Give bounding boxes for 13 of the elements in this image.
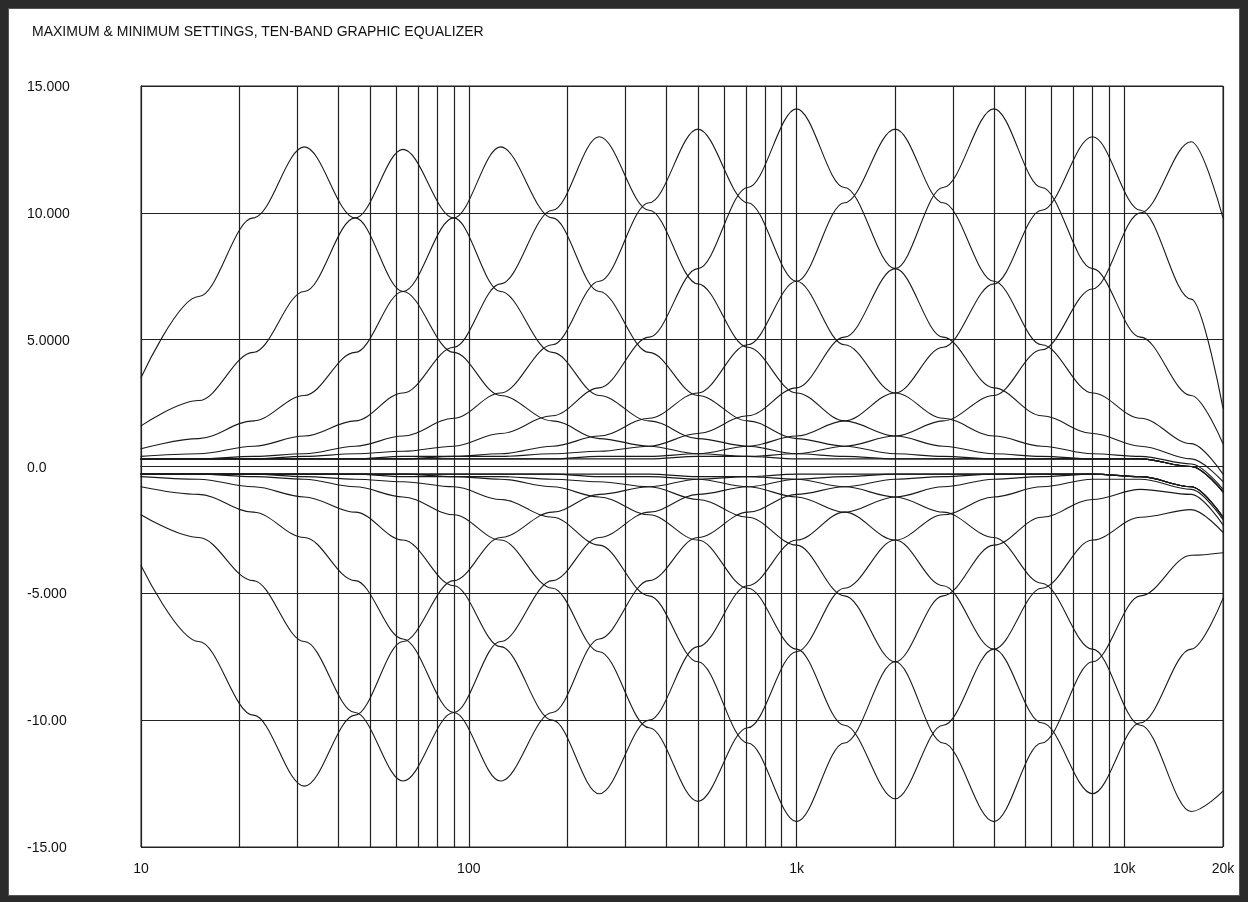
x-tick-label: 1k xyxy=(789,860,805,876)
y-tick-label: -5.000 xyxy=(27,585,67,602)
y-tick-label: 15.000 xyxy=(27,78,71,94)
y-tick-label: -10.00 xyxy=(27,712,67,729)
x-tick-label: 20k xyxy=(1211,860,1236,876)
y-tick-label: 0.0 xyxy=(27,458,47,475)
x-tick-label: 10k xyxy=(1113,860,1137,876)
y-tick-label: 5.0000 xyxy=(27,331,71,348)
y-tick-label: -15.00 xyxy=(27,839,67,855)
x-tick-label: 10 xyxy=(133,860,149,876)
y-tick-label: 10.000 xyxy=(27,204,71,221)
chart-title: MAXIMUM & MINIMUM SETTINGS, TEN-BAND GRAPHIC EQUALIZER xyxy=(32,23,484,39)
x-tick-label: 100 xyxy=(457,860,481,876)
